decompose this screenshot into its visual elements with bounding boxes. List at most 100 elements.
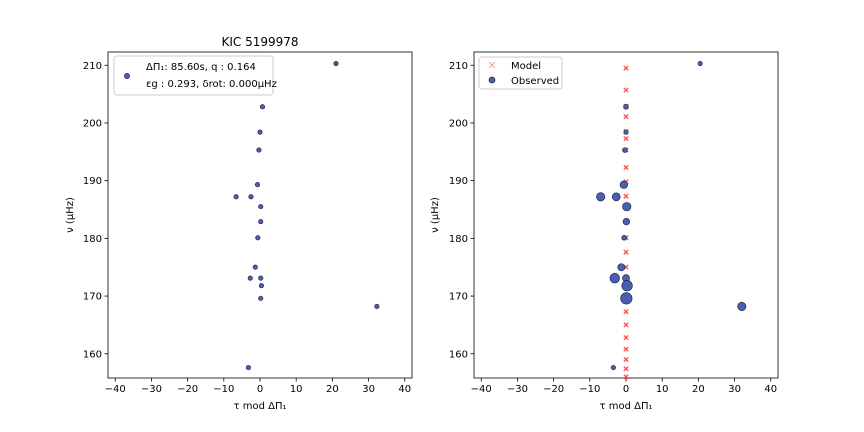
observed-point — [622, 217, 631, 226]
axis-ticks: −40 −30 −20 −10 0 10 20 30 40 160 170 180 190 200 210 — [449, 61, 777, 395]
data-points — [596, 60, 747, 380]
observed-point — [619, 180, 628, 189]
legend: ΔΠ₁: 85.60s, q : 0.164 εg : 0.293, δrot:… — [113, 55, 277, 96]
legend-line-2: εg : 0.293, δrot: 0.000μHz — [146, 79, 277, 90]
observed-point — [374, 303, 380, 310]
y-tick-label: 190 — [449, 176, 468, 187]
observed-point — [258, 219, 264, 225]
x-tick-label: −10 — [213, 384, 234, 395]
y-tick-label: 190 — [83, 176, 102, 187]
observed-point — [248, 194, 254, 200]
observed-point — [620, 292, 633, 305]
observed-point — [621, 280, 633, 292]
x-tick-label: 40 — [764, 384, 777, 395]
observed-point — [259, 104, 266, 110]
axis-ticks: −40 −30 −20 −10 0 10 20 30 40 160 170 180 190 200 210 — [83, 61, 411, 395]
x-tick-label: −30 — [507, 384, 528, 395]
model-point — [623, 87, 629, 93]
observed-point — [258, 295, 264, 301]
model-point — [623, 164, 629, 171]
observed-point — [622, 147, 628, 153]
model-point — [623, 346, 629, 352]
model-point — [623, 193, 629, 199]
observed-point — [258, 204, 264, 210]
observed-point — [258, 275, 264, 281]
data-points — [233, 60, 380, 371]
model-point — [623, 322, 629, 328]
model-point — [623, 308, 629, 315]
observed-point — [255, 235, 261, 241]
x-tick-label: −40 — [471, 384, 492, 395]
legend-label-model: Model — [511, 61, 541, 72]
legend-marker-observed — [124, 73, 130, 79]
y-tick-label: 210 — [83, 61, 102, 72]
y-tick-label: 160 — [83, 349, 102, 360]
observed-point — [258, 283, 264, 289]
x-tick-label: 0 — [257, 384, 263, 395]
plot-frame — [473, 51, 779, 379]
observed-point — [247, 275, 253, 281]
model-point — [623, 65, 629, 71]
model-point — [623, 366, 629, 372]
legend-frame — [113, 55, 274, 96]
y-tick-label: 200 — [83, 118, 102, 129]
x-tick-label: 20 — [692, 384, 705, 395]
legend-line-1: ΔΠ₁: 85.60s, q : 0.164 — [146, 62, 256, 73]
observed-point — [737, 301, 747, 311]
observed-point — [617, 263, 626, 272]
x-tick-label: 40 — [398, 384, 411, 395]
left-chart: KIC 5199978 −40 −30 −20 −10 0 10 20 30 40 160 170 1… — [65, 35, 413, 412]
observed-point — [697, 60, 703, 67]
chart-title: KIC 5199978 — [221, 35, 298, 49]
model-point — [623, 113, 629, 120]
observed-point — [252, 264, 258, 270]
observed-point — [256, 147, 262, 153]
legend-marker-observed — [488, 76, 496, 84]
observed-point — [609, 272, 620, 284]
y-tick-label: 180 — [83, 234, 102, 245]
x-tick-label: 10 — [656, 384, 669, 395]
observed-point — [257, 129, 263, 135]
model-point — [623, 374, 629, 380]
observed-point — [610, 365, 616, 371]
x-tick-label: −40 — [105, 384, 126, 395]
right-chart: −40 −30 −20 −10 0 10 20 30 40160170180190200210 … — [430, 51, 779, 412]
x-tick-label: −10 — [579, 384, 600, 395]
x-tick-label: 20 — [326, 384, 339, 395]
x-tick-label: −30 — [141, 384, 162, 395]
x-tick-label: 0 — [623, 384, 629, 395]
y-tick-label: 160 — [449, 349, 468, 360]
observed-point — [596, 192, 606, 202]
legend: Model Observed — [478, 56, 563, 90]
observed-point — [245, 365, 251, 371]
y-axis-label: ν (μHz) — [430, 197, 441, 233]
legend-marker-model — [488, 61, 496, 69]
observed-point — [333, 60, 339, 67]
observed-point — [233, 194, 239, 200]
model-point — [623, 356, 629, 363]
model-point — [623, 249, 629, 255]
x-tick-label: 30 — [362, 384, 375, 395]
y-tick-label: 180 — [449, 234, 468, 245]
x-tick-label: 30 — [728, 384, 741, 395]
observed-point — [621, 235, 627, 241]
observed-point — [622, 202, 632, 212]
x-tick-label: 10 — [290, 384, 303, 395]
y-tick-label: 210 — [449, 61, 468, 72]
legend-label-observed: Observed — [511, 76, 559, 87]
x-axis-label: τ mod ΔΠ₁ — [234, 401, 287, 412]
observed-point — [254, 182, 261, 188]
x-tick-label: −20 — [543, 384, 564, 395]
legend-frame — [478, 56, 563, 90]
observed-point — [611, 192, 621, 202]
observed-point — [623, 129, 629, 135]
model-point — [623, 135, 629, 142]
model-point — [623, 334, 629, 341]
y-axis-label: ν (μHz) — [65, 197, 76, 233]
y-tick-label: 200 — [449, 118, 468, 129]
x-axis-label: τ mod ΔΠ₁ — [600, 401, 653, 412]
plot-frame — [107, 51, 413, 379]
y-tick-label: 170 — [83, 292, 102, 303]
observed-point — [623, 104, 629, 110]
